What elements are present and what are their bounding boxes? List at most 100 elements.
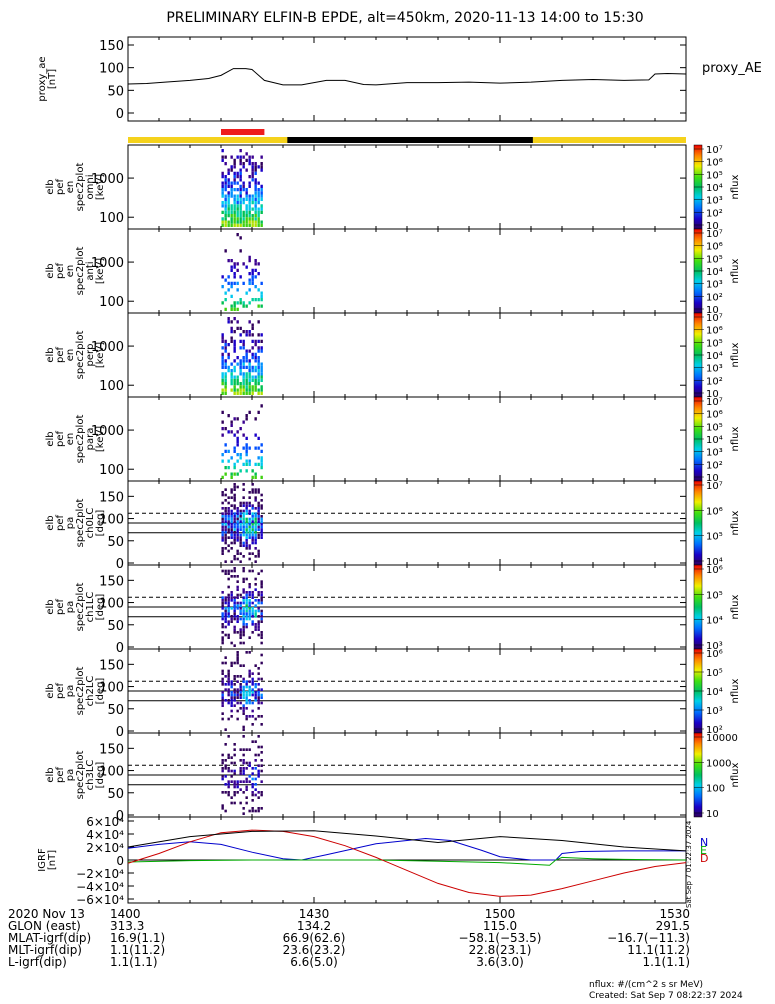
x-row-label: MLT-igrf(dip) <box>8 943 82 957</box>
spectrogram-cell <box>239 701 242 705</box>
spectrogram-cell <box>254 178 257 182</box>
spectrogram-cell <box>260 204 263 208</box>
spectrogram-cell <box>260 375 263 379</box>
colorbar-tick-label: 10⁵ <box>706 668 723 679</box>
spectrogram-cell <box>257 436 260 440</box>
spectrogram-cell <box>224 569 227 573</box>
spectrogram-cell <box>257 683 260 686</box>
spectrogram-cell <box>254 685 257 689</box>
spectrogram-cell <box>248 410 251 414</box>
spectrogram-cell <box>251 369 254 373</box>
spectrogram-cell <box>224 728 227 731</box>
spectrogram-cell <box>221 188 224 192</box>
spectrogram-cell <box>236 320 239 324</box>
spectrogram-cell <box>236 453 239 457</box>
spectrogram-cell <box>230 491 233 494</box>
spectrogram-cell <box>248 651 251 654</box>
spectrogram-cell <box>242 509 245 513</box>
spectrogram-cell <box>257 696 260 699</box>
spectrogram-cell <box>242 791 245 794</box>
y-tick-label: 50 <box>107 787 124 802</box>
spectrogram-cell <box>248 288 251 292</box>
spectrogram-cell <box>260 162 263 166</box>
spectrogram-cell <box>227 369 230 373</box>
spectrogram-cell <box>260 745 263 749</box>
spectrogram-cell <box>227 601 230 605</box>
colorbar-tick-label: 10² <box>706 376 723 387</box>
spectrogram-cell <box>233 178 236 182</box>
spectrogram-cell <box>239 385 242 389</box>
spectrogram-cell <box>233 769 236 773</box>
spectrogram-cell <box>224 207 227 211</box>
spectrogram-cell <box>245 152 248 156</box>
spectrogram-cell <box>233 699 236 702</box>
spectrogram-cell <box>257 356 260 360</box>
spectrogram-cell <box>245 391 248 395</box>
spectrogram-cell <box>224 449 227 453</box>
spectrogram-cell <box>251 171 254 175</box>
spectrogram-cell <box>260 528 263 531</box>
spectrogram-cell <box>239 298 242 302</box>
spectrogram-cell <box>254 740 257 743</box>
spectrogram-cell <box>260 385 263 389</box>
spectrogram-cell <box>230 326 233 330</box>
spectrogram-cell <box>254 162 257 166</box>
spectrogram-cell <box>242 541 245 545</box>
spectrogram-cell <box>248 158 251 162</box>
spectrogram-cell <box>227 181 230 185</box>
spectrogram-cell <box>236 580 239 583</box>
spectrogram-cell <box>236 197 239 201</box>
spectrogram-cell <box>260 583 263 586</box>
spectrogram-cell <box>245 378 248 382</box>
spectrogram-cell <box>245 333 248 337</box>
spectrogram-cell <box>251 272 254 276</box>
spectrogram-cell <box>245 372 248 376</box>
y-tick-label: 100 <box>99 765 124 780</box>
spectrogram-cell <box>230 715 233 718</box>
spectrogram-cell <box>260 596 263 599</box>
spectrogram-cell <box>245 796 248 799</box>
spectrogram-cell <box>251 672 254 675</box>
spectrogram-cell <box>239 633 242 637</box>
spectrogram-cell <box>224 572 227 575</box>
spectrogram-cell <box>260 507 263 510</box>
spectrogram-cell <box>236 656 239 659</box>
spectrogram-cell <box>242 184 245 188</box>
spectrogram-cell <box>245 501 248 505</box>
spectrogram-cell <box>260 504 263 507</box>
spectrogram-cell <box>245 547 248 550</box>
spectrogram-cell <box>245 446 248 450</box>
spectrogram-cell <box>230 191 233 195</box>
spectrogram-cell <box>221 596 224 599</box>
y-tick-label: 0 <box>116 725 124 740</box>
spectrogram-cell <box>260 780 263 783</box>
colorbar-tick-label: 10⁵ <box>706 254 723 265</box>
spectrogram-cell <box>251 693 254 697</box>
spectrogram-cell <box>245 359 248 363</box>
spectrogram-cell <box>227 536 230 539</box>
spectrogram-cell <box>233 557 236 561</box>
spectrogram-cell <box>248 281 251 285</box>
spectrogram-cell <box>260 281 263 285</box>
spectrogram-cell <box>236 201 239 205</box>
spectrogram-cell <box>242 569 245 573</box>
spectrogram-cell <box>245 453 248 457</box>
spectrogram-cell <box>260 693 263 697</box>
spectrogram-cell <box>236 443 239 447</box>
spectrogram-cell <box>227 693 230 697</box>
spectrogram-cell <box>245 717 248 721</box>
spectrogram-cell <box>257 796 260 799</box>
spectrogram-cell <box>245 191 248 195</box>
spectrogram-cell <box>239 604 242 607</box>
spectrogram-cell <box>233 772 236 775</box>
spectrogram-cell <box>251 688 254 691</box>
spectrogram-cell <box>254 777 257 781</box>
spectrogram-cell <box>257 775 260 778</box>
spectrogram-cell <box>254 188 257 192</box>
colorbar-tick-label: 10⁶ <box>706 410 723 421</box>
spectrogram-cell <box>245 801 248 805</box>
spectrogram-cell <box>224 362 227 366</box>
spectrogram-cell <box>239 636 242 639</box>
spectrogram-cell <box>257 491 260 494</box>
